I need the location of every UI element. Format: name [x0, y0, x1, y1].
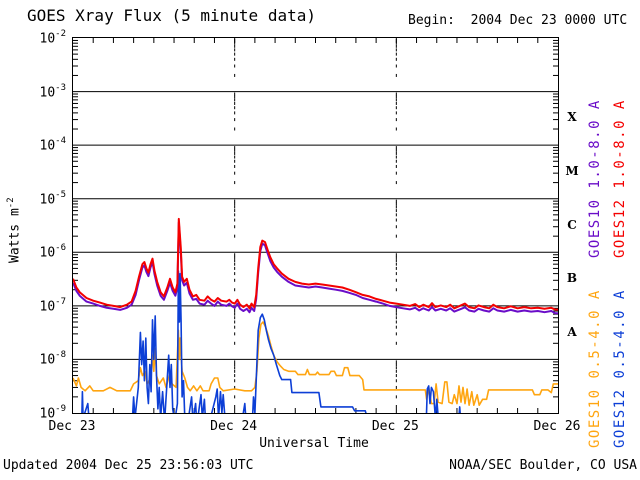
- y-tick-label-1e-5: 10-5: [39, 189, 67, 208]
- flare-class-x: X: [567, 110, 577, 125]
- legend-goes12-1-0-8-0-a: GOES12 1.0-8.0 A: [612, 99, 628, 258]
- plot-area: [72, 37, 559, 414]
- y-tick-label-1e-7: 10-7: [39, 296, 67, 315]
- y-tick-label-1e-2: 10-2: [39, 29, 67, 47]
- x-tick-label-dec-26: Dec 26: [533, 419, 581, 434]
- flare-class-a: A: [567, 324, 577, 339]
- y-axis-title: Watts m-2: [6, 197, 23, 263]
- x-tick-label-dec-23: Dec 23: [48, 419, 96, 434]
- legend-goes10-0-5-4-0-a: GOES10 0.5-4.0 A: [587, 289, 603, 448]
- series-goes12-1-0-8-0-a: [73, 217, 558, 311]
- page-title: GOES Xray Flux (5 minute data): [27, 6, 316, 25]
- x-axis-title: Universal Time: [259, 436, 369, 451]
- y-tick-label-1e-9: 10-9: [39, 404, 67, 422]
- flare-class-m: M: [565, 163, 579, 178]
- series-goes10-0-5-4-0-a: [73, 321, 558, 407]
- flare-class-c: C: [567, 217, 577, 232]
- series-goes12-0-5-4-0-a: [81, 270, 461, 413]
- legend-goes12-0-5-4-0-a: GOES12 0.5-4.0 A: [612, 289, 628, 448]
- y-tick-label-1e-4: 10-4: [39, 136, 67, 154]
- legend-goes10-1-0-8-0-a: GOES10 1.0-8.0 A: [587, 99, 603, 258]
- y-tick-label-1e-6: 10-6: [39, 243, 67, 261]
- footer-source: NOAA/SEC Boulder, CO USA: [449, 458, 637, 473]
- begin-timestamp: Begin: 2004 Dec 23 0000 UTC: [408, 13, 628, 28]
- y-tick-label-1e-3: 10-3: [39, 82, 67, 100]
- chart-svg: [73, 38, 558, 413]
- x-tick-label-dec-25: Dec 25: [371, 419, 419, 434]
- x-tick-label-dec-24: Dec 24: [210, 419, 258, 434]
- footer-updated: Updated 2004 Dec 25 23:56:03 UTC: [3, 458, 254, 473]
- flare-class-b: B: [566, 271, 578, 286]
- y-tick-label-1e-8: 10-8: [39, 350, 67, 368]
